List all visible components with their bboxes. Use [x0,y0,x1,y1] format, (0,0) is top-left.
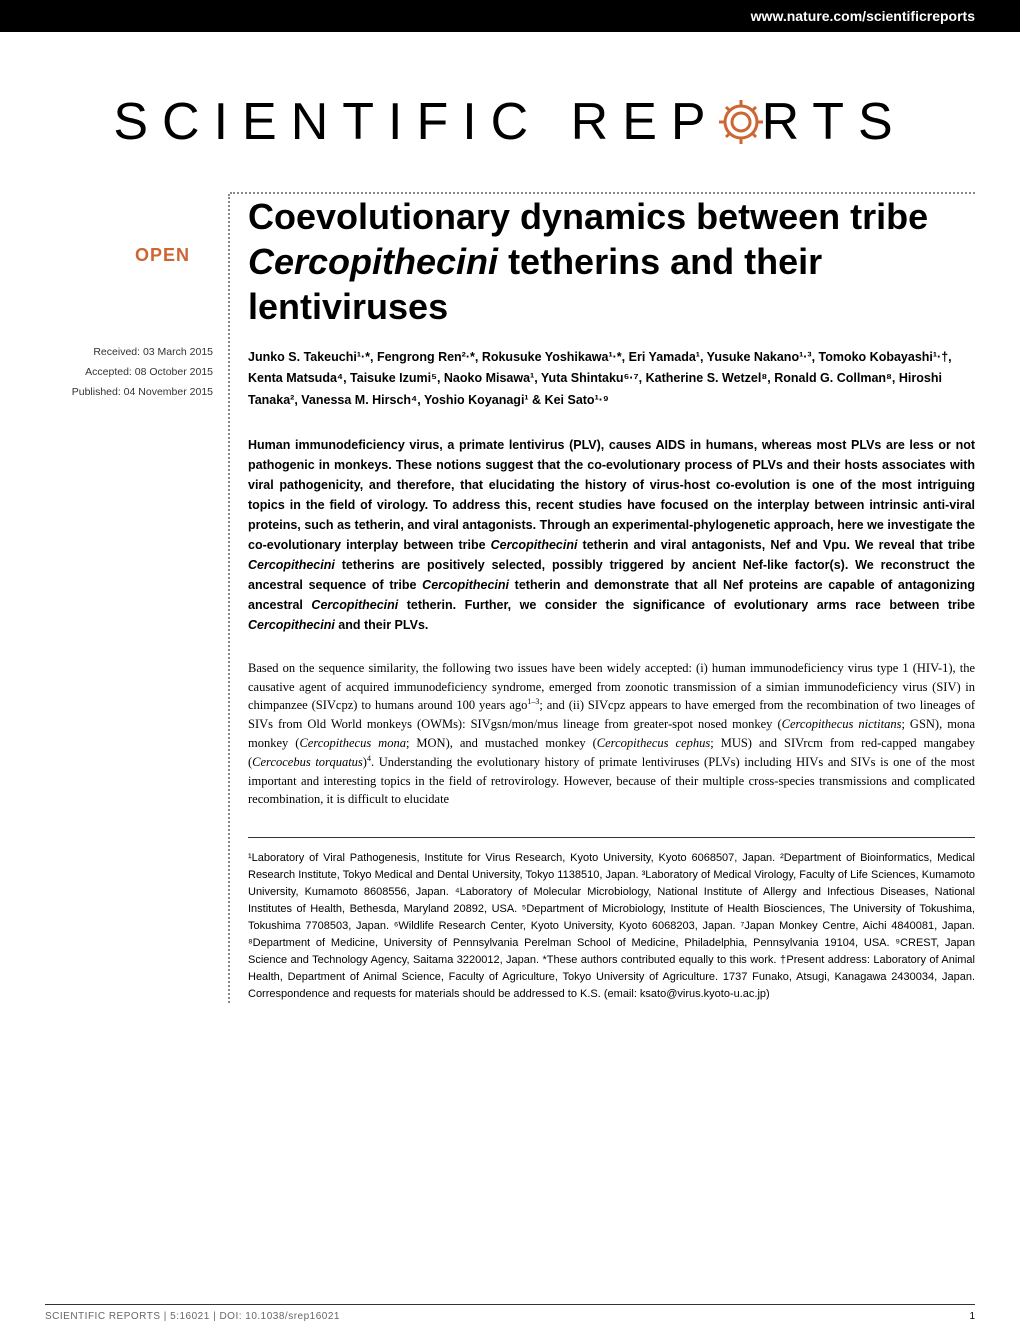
body-i1: Cercopithecus nictitans [782,717,902,731]
published-date: Published: 04 November 2015 [45,384,213,402]
accepted-date: Accepted: 08 October 2015 [45,364,213,382]
open-badge: OPEN [135,245,190,266]
body-i2: Cercopithecus mona [299,736,406,750]
abstract-p1a: Human immunodeficiency virus, a primate … [248,438,975,552]
main-column: Coevolutionary dynamics between tribe Ce… [230,194,975,1003]
footer-page: 1 [969,1311,975,1322]
journal-logo: SCIENTIFIC REP RTS [0,32,1020,182]
body-p1d: ; MON), and mustached monkey ( [406,736,597,750]
header-bar: www.nature.com/scientificreports [0,0,1020,32]
logo-text-2: REP [571,92,720,152]
article-title: Coevolutionary dynamics between tribe Ce… [248,194,975,329]
body-i4: Cercocebus torquatus [252,755,363,769]
abstract-p1b: tetherin and viral antagonists, Nef and … [577,538,975,552]
footer: SCIENTIFIC REPORTS | 5:16021 | DOI: 10.1… [45,1304,975,1322]
logo-text-1: SCIENTIFIC [113,93,570,151]
gear-icon [716,97,766,147]
abstract-p1f: and their PLVs. [335,618,429,632]
affiliations: ¹Laboratory of Viral Pathogenesis, Insti… [248,837,975,1003]
footer-citation: SCIENTIFIC REPORTS | 5:16021 | DOI: 10.1… [45,1311,340,1322]
header-url: www.nature.com/scientificreports [751,8,975,24]
logo-text-3: RTS [762,92,907,152]
abstract-i5: Cercopithecini [248,618,335,632]
body-sup1: 1–3 [527,697,539,706]
body-i3: Cercopithecus cephus [597,736,710,750]
abstract-p1e: tetherin. Further, we consider the signi… [398,598,975,612]
abstract-i3: Cercopithecini [422,578,509,592]
title-italic-1: Cercopithecini [248,241,498,282]
content-wrapper: Received: 03 March 2015 Accepted: 08 Oct… [0,194,1020,1003]
abstract-i4: Cercopithecini [311,598,398,612]
abstract: Human immunodeficiency virus, a primate … [248,435,975,635]
body-paragraph: Based on the sequence similarity, the fo… [248,659,975,809]
metadata-column: Received: 03 March 2015 Accepted: 08 Oct… [45,194,230,1003]
abstract-i1: Cercopithecini [491,538,578,552]
abstract-i2: Cercopithecini [248,558,335,572]
received-date: Received: 03 March 2015 [45,344,213,362]
authors: Junko S. Takeuchi¹·*, Fengrong Ren²·*, R… [248,347,975,411]
title-part-1: Coevolutionary dynamics between tribe [248,196,928,237]
